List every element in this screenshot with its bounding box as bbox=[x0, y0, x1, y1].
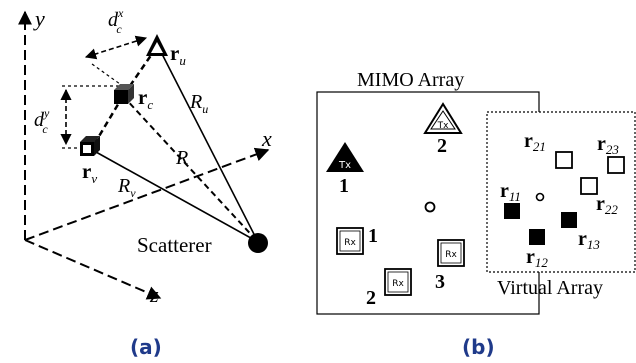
dx-guide-left bbox=[91, 63, 121, 85]
rv-label: rv bbox=[82, 159, 97, 186]
rx2-box: Rx bbox=[384, 268, 412, 296]
svg-text:Tx: Tx bbox=[338, 160, 351, 171]
rc-cube-element bbox=[114, 84, 134, 104]
tx1-triangle: Tx bbox=[326, 142, 364, 172]
dy-label: dy c bbox=[34, 106, 50, 136]
virtual-array-box bbox=[486, 111, 636, 273]
virtual-phase-center bbox=[535, 192, 545, 202]
svg-text:Rx: Rx bbox=[445, 250, 457, 260]
rx1-number: 1 bbox=[368, 225, 378, 247]
mimo-phase-center bbox=[424, 201, 436, 213]
Rc-label: R bbox=[175, 147, 188, 169]
rx3-number: 3 bbox=[435, 271, 445, 293]
dx-label: dx c bbox=[108, 6, 124, 36]
virtual-r13-label: r13 bbox=[578, 228, 600, 252]
y-axis-label: y bbox=[33, 6, 45, 31]
rc-scatterer-dash bbox=[122, 95, 259, 243]
virtual-r23-label: r23 bbox=[597, 133, 619, 157]
svg-text:Tx: Tx bbox=[437, 121, 449, 131]
virtual-r22-label: r22 bbox=[596, 193, 618, 217]
Rv-line bbox=[95, 151, 259, 243]
rv-square-element bbox=[80, 136, 100, 156]
virtual-r22-square bbox=[580, 177, 598, 195]
x-axis bbox=[24, 147, 270, 241]
tx2-triangle: Tx bbox=[423, 102, 463, 134]
tx1-number: 1 bbox=[339, 175, 349, 197]
virtual-r12-square bbox=[529, 229, 545, 245]
panel-a: y x z bbox=[18, 6, 272, 359]
virtual-r11-square bbox=[504, 203, 520, 219]
tx2-number: 2 bbox=[437, 135, 447, 157]
virtual-r13-square bbox=[561, 212, 577, 228]
svg-text:Rx: Rx bbox=[344, 238, 356, 248]
rx2-number: 2 bbox=[366, 287, 376, 309]
virtual-r21-square bbox=[555, 151, 573, 169]
Rv-label: Rv bbox=[117, 175, 136, 200]
z-axis bbox=[24, 239, 162, 300]
virtual-r23-square bbox=[607, 156, 625, 174]
rx3-box: Rx bbox=[437, 239, 465, 267]
mimo-array-title: MIMO Array bbox=[357, 69, 464, 91]
virtual-r12-label: r12 bbox=[526, 246, 548, 270]
scatterer-dot bbox=[248, 233, 268, 253]
caption-b: (b) bbox=[462, 335, 495, 359]
virtual-r11-label: r11 bbox=[500, 180, 521, 204]
ru-triangle-element bbox=[146, 34, 168, 56]
ru-label: ru bbox=[170, 41, 186, 68]
caption-a: (a) bbox=[130, 335, 162, 359]
panel-b: MIMO Array Virtual Array Tx 1 Tx 2 Rx 1 bbox=[316, 69, 636, 359]
Ru-line bbox=[159, 49, 259, 243]
svg-text:Rx: Rx bbox=[392, 279, 404, 289]
z-axis-label: z bbox=[149, 282, 159, 307]
scatterer-label: Scatterer bbox=[137, 233, 212, 257]
virtual-r21-label: r21 bbox=[524, 130, 546, 154]
dx-arrow bbox=[84, 35, 148, 60]
x-axis-label: x bbox=[261, 126, 272, 151]
virtual-array-title: Virtual Array bbox=[497, 277, 603, 299]
Ru-label: Ru bbox=[189, 91, 208, 116]
rx1-box: Rx bbox=[336, 227, 364, 255]
rc-label: rc bbox=[138, 85, 153, 112]
